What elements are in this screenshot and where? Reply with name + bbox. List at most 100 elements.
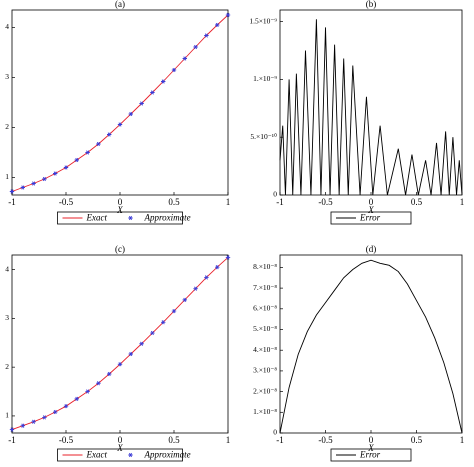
marker [9, 427, 15, 432]
legend-box [330, 211, 412, 225]
legend-label: Approximate [144, 213, 191, 223]
marker [215, 22, 220, 28]
legend-marker [128, 452, 133, 458]
x-tick-label: 0 [118, 435, 123, 445]
x-tick-label: 0.5 [411, 197, 423, 207]
x-tick-label: -0.5 [318, 197, 333, 207]
legend-label: Exact [86, 213, 108, 223]
marker [74, 157, 79, 163]
marker [42, 415, 47, 420]
legend-box [57, 448, 183, 462]
x-axis-label: X [367, 443, 374, 453]
x-tick-label: -1 [276, 197, 284, 207]
x-axis-label: X [367, 205, 374, 215]
y-tick-label: 1 [5, 411, 9, 420]
marker [96, 381, 101, 386]
marker [171, 308, 177, 314]
series-line [11, 257, 229, 431]
marker [107, 132, 112, 137]
marker [53, 409, 58, 415]
panel-title: (a) [115, 0, 125, 9]
marker [161, 79, 166, 84]
panel-title: (c) [115, 244, 125, 254]
marker [85, 150, 90, 155]
y-tick-label: 4 [5, 22, 9, 31]
marker [204, 33, 209, 38]
panel: (a) -1 -0.5 0 0.5 1 1 2 3 4 X Exact Approximate [5, 0, 231, 225]
x-tick-label: 1 [226, 435, 231, 445]
marker [31, 181, 36, 186]
y-tick-label: 4.×10⁻⁸ [253, 345, 277, 354]
x-tick-label: 0.5 [168, 435, 180, 445]
marker [139, 341, 144, 346]
marker [150, 330, 155, 336]
x-tick-label: 1 [460, 197, 465, 207]
y-tick-label: 0 [273, 190, 277, 199]
marker [182, 297, 187, 302]
legend-label: Error [359, 450, 381, 460]
marker [31, 419, 36, 424]
x-tick-label: 1 [460, 435, 465, 445]
plot-frame [279, 254, 463, 434]
marker [63, 165, 69, 170]
marker [107, 371, 112, 377]
panel-title: (d) [366, 244, 377, 254]
marker [96, 141, 101, 147]
x-tick-label: 0.5 [411, 435, 423, 445]
y-tick-label: 5.×10⁻¹⁰ [250, 132, 277, 141]
x-tick-label: 0 [369, 435, 374, 445]
series-line [279, 19, 463, 196]
marker [20, 185, 25, 190]
y-tick-label: 4 [5, 264, 9, 273]
y-tick-label: 2 [5, 122, 9, 131]
y-tick-label: 6.×10⁻⁸ [253, 304, 277, 313]
marker [117, 122, 123, 127]
marker [193, 286, 198, 291]
y-tick-label: 7.×10⁻⁸ [253, 283, 277, 292]
x-axis-label: X [116, 443, 123, 453]
y-tick-label: 2.×10⁻⁸ [253, 386, 277, 395]
y-tick-label: 3 [5, 72, 9, 81]
panel-title: (b) [366, 0, 377, 9]
x-axis-label: X [116, 205, 123, 215]
x-tick-label: 1 [226, 197, 231, 207]
y-tick-label: 1 [5, 172, 9, 181]
x-tick-label: -1 [8, 435, 16, 445]
x-tick-label: -0.5 [318, 435, 333, 445]
marker [42, 176, 47, 182]
y-tick-label: 2 [5, 362, 9, 371]
legend-label: Exact [86, 450, 108, 460]
marker [225, 12, 231, 18]
y-tick-label: 3 [5, 313, 9, 322]
marker [53, 171, 58, 176]
marker [204, 275, 209, 280]
marker [182, 56, 187, 61]
marker [20, 423, 25, 428]
y-tick-label: 5.×10⁻⁸ [253, 324, 277, 333]
x-tick-label: -0.5 [59, 435, 74, 445]
marker [215, 265, 220, 270]
y-tick-label: 1.×10⁻⁹ [253, 74, 277, 83]
panel: (c) -1 -0.5 0 0.5 1 1 2 3 4 X Exact Approximate [5, 244, 231, 462]
series-line [11, 14, 229, 192]
x-tick-label: 0 [369, 197, 374, 207]
marker [9, 189, 15, 194]
plot-frame [11, 9, 229, 196]
x-tick-label: -0.5 [59, 197, 74, 207]
legend-box [330, 448, 412, 462]
marker [128, 351, 133, 357]
y-tick-label: 0 [273, 428, 277, 437]
legend-label: Approximate [144, 450, 191, 460]
x-tick-label: 0.5 [168, 197, 180, 207]
y-tick-label: 1.5×10⁻⁹ [249, 16, 277, 25]
y-tick-label: 1.×10⁻⁸ [253, 407, 277, 416]
x-tick-label: 0 [118, 197, 123, 207]
marker [139, 101, 144, 106]
marker [171, 67, 177, 73]
series-line [279, 259, 463, 434]
legend-marker [128, 215, 133, 221]
plot-frame [11, 254, 229, 434]
marker [150, 90, 155, 95]
x-tick-label: -1 [276, 435, 284, 445]
marker [225, 255, 231, 260]
